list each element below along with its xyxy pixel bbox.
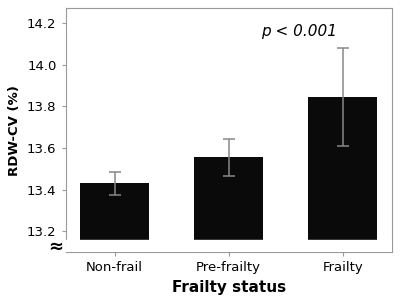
- Y-axis label: RDW-CV (%): RDW-CV (%): [8, 85, 21, 176]
- Text: p < 0.001: p < 0.001: [261, 24, 337, 39]
- Bar: [194, 157, 263, 252]
- X-axis label: Frailty status: Frailty status: [172, 280, 286, 295]
- Bar: [308, 97, 377, 252]
- Text: ≈: ≈: [48, 238, 63, 256]
- Bar: [80, 183, 149, 252]
- Bar: [46, 240, 400, 252]
